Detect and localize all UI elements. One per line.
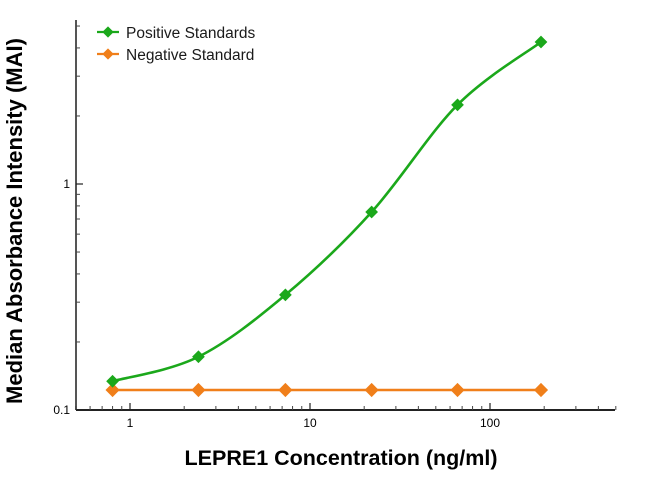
svg-text:Positive Standards: Positive Standards [126, 25, 255, 42]
svg-text:Negative Standard: Negative Standard [126, 47, 254, 64]
svg-text:10: 10 [303, 416, 317, 430]
svg-text:Median Absorbance Intensity (M: Median Absorbance Intensity (MAI) [2, 38, 27, 404]
svg-text:1: 1 [127, 416, 134, 430]
svg-text:0.1: 0.1 [53, 403, 70, 417]
svg-text:1: 1 [63, 177, 70, 191]
svg-text:100: 100 [480, 416, 500, 430]
svg-text:LEPRE1 Concentration (ng/ml): LEPRE1 Concentration (ng/ml) [185, 446, 498, 470]
